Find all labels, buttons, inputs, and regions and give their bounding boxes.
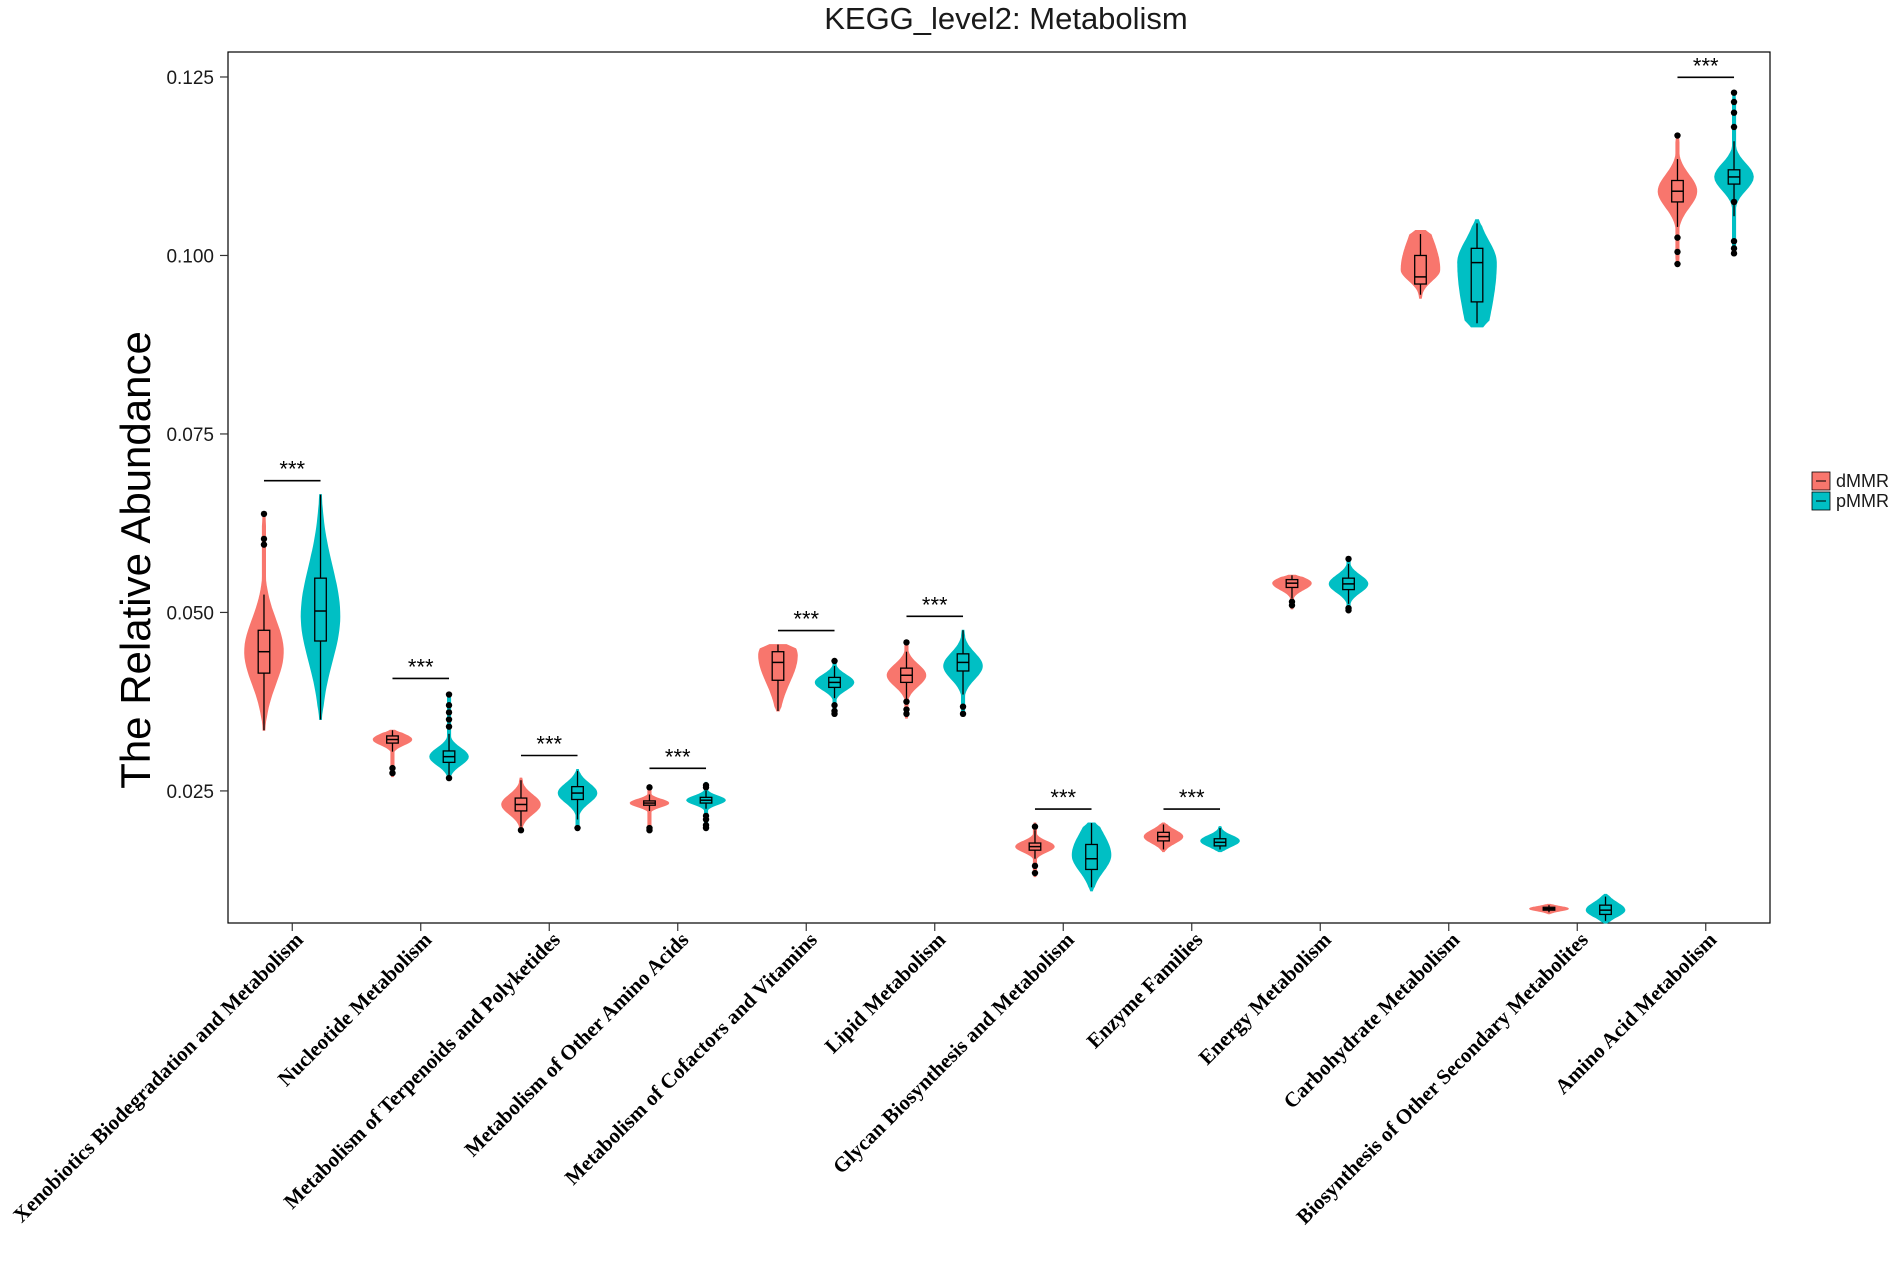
x-tick-label: Metabolism of Cofactors and Vitamins — [560, 928, 822, 1190]
outlier-point — [1730, 109, 1738, 116]
x-tick-label: Xenobiotics Biodegradation and Metabolis… — [8, 927, 308, 1227]
y-tick-label: 0.050 — [166, 603, 214, 624]
outlier-point — [1031, 862, 1039, 870]
outlier-point — [646, 784, 653, 791]
outlier-point — [903, 639, 910, 646]
outlier-point — [959, 703, 967, 710]
outlier-point — [1674, 132, 1681, 139]
legend-label-dMMR: dMMR — [1836, 471, 1889, 491]
significance-label: *** — [279, 457, 305, 482]
significance-label: *** — [665, 744, 691, 769]
outlier-point — [445, 723, 453, 730]
outlier-point — [574, 824, 581, 832]
outlier-point — [1288, 598, 1296, 605]
outlier-point — [1345, 604, 1352, 612]
significance-label: *** — [922, 592, 948, 617]
significance-label: *** — [1693, 53, 1719, 78]
outlier-point — [959, 710, 967, 718]
outlier-point — [445, 709, 453, 716]
x-tick-label: Metabolism of Terpenoids and Polyketides — [279, 928, 565, 1214]
outlier-point — [1730, 237, 1738, 245]
significance-label: *** — [793, 607, 819, 632]
outlier-point — [702, 812, 710, 820]
outlier-point — [445, 702, 453, 709]
outlier-point — [702, 782, 710, 789]
outlier-point — [1730, 250, 1738, 257]
outlier-point — [1730, 198, 1738, 206]
box-iqr — [1414, 254, 1427, 285]
significance-label: *** — [1050, 785, 1076, 810]
y-axis-label: The Relative Abundance — [112, 331, 159, 789]
plot-area: 0.025 0.050 0.075 0.100 0.125 *** *** *** *** ***… — [8, 51, 1771, 1229]
x-tick-label: Energy Metabolism — [1194, 927, 1336, 1069]
significance-label: *** — [1179, 785, 1205, 810]
chart-title: KEGG_level2: Metabolism — [824, 1, 1188, 36]
outlier-point — [903, 706, 910, 713]
y-tick-label: 0.125 — [166, 68, 214, 89]
box-iqr — [314, 577, 327, 642]
box-iqr — [1470, 247, 1484, 303]
x-tick-label: Enzyme Families — [1082, 928, 1207, 1053]
outlier-point — [1730, 123, 1738, 131]
outlier-point — [260, 541, 268, 548]
outlier-point — [1345, 555, 1352, 563]
outlier-point — [903, 698, 910, 705]
x-tick-label: Metabolism of Other Amino Acids — [460, 928, 694, 1162]
violin-dMMR — [372, 729, 413, 778]
significance-label: *** — [536, 732, 562, 757]
outlier-point — [1730, 245, 1738, 252]
legend-label-pMMR: pMMR — [1836, 491, 1889, 511]
outlier-point — [1674, 260, 1681, 268]
plot-panel-border — [227, 51, 1771, 924]
outlier-point — [831, 702, 838, 709]
x-tick-label: Biosynthesis of Other Secondary Metaboli… — [1291, 928, 1592, 1229]
outlier-point — [445, 774, 453, 782]
x-tick-label: Glycan Biosynthesis and Metabolism — [828, 927, 1079, 1178]
outlier-point — [1031, 869, 1039, 877]
outlier-point — [702, 821, 710, 829]
outlier-point — [389, 769, 396, 777]
outlier-point — [445, 716, 453, 723]
y-tick-label: 0.100 — [166, 246, 214, 267]
outlier-point — [517, 826, 525, 834]
y-tick-label: 0.025 — [166, 782, 214, 803]
significance-label: *** — [408, 654, 434, 679]
y-tick-label: 0.075 — [166, 425, 214, 446]
outlier-point — [445, 691, 453, 698]
outlier-point — [1674, 234, 1681, 241]
box-iqr — [771, 651, 785, 681]
outlier-point — [1031, 823, 1039, 830]
box-iqr — [1085, 843, 1098, 871]
outlier-point — [831, 657, 838, 665]
outlier-point — [831, 707, 838, 715]
outlier-point — [260, 510, 268, 518]
outlier-point — [1730, 98, 1738, 106]
outlier-point — [389, 764, 396, 772]
outlier-point — [1674, 248, 1681, 256]
x-tick-label: Lipid Metabolism — [820, 927, 951, 1058]
outlier-point — [1730, 89, 1738, 96]
outlier-point — [260, 535, 268, 543]
outlier-point — [646, 824, 653, 832]
